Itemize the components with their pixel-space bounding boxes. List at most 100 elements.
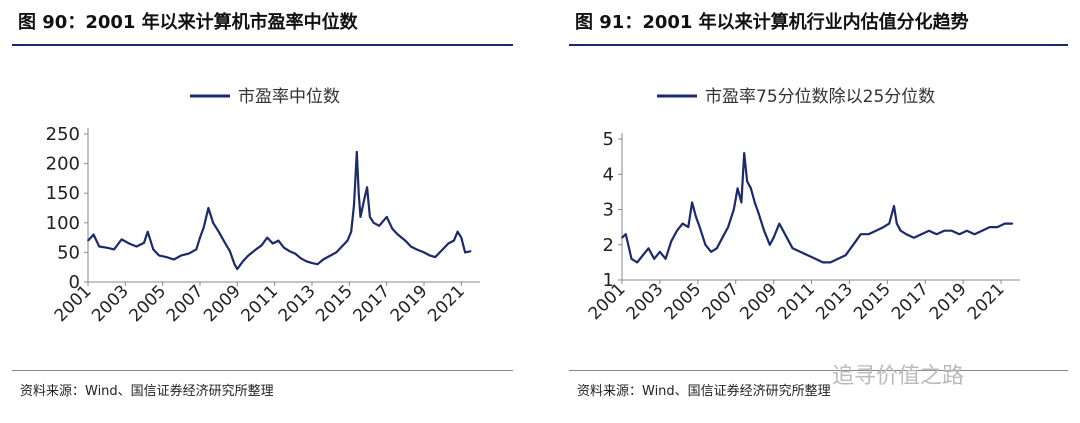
data-point [981, 229, 983, 232]
data-point [180, 254, 183, 257]
data-point [715, 247, 718, 250]
data-point [647, 247, 650, 250]
y-tick-label: 3 [603, 200, 614, 221]
watermark-text: 追寻价值之路 [832, 364, 965, 389]
x-tick-label: 2019 [926, 279, 971, 324]
legend-label: 市盈率中位数 [238, 87, 340, 107]
x-tick-label: 2005 [125, 281, 170, 326]
data-point [207, 207, 210, 209]
data-point [283, 246, 285, 249]
data-point [769, 243, 771, 246]
data-point [784, 233, 786, 235]
data-point [316, 263, 319, 266]
data-point [727, 226, 729, 228]
data-point [791, 247, 794, 250]
data-point [428, 254, 431, 257]
data-point [743, 152, 746, 154]
data-point [460, 236, 463, 239]
data-point [799, 251, 801, 253]
data-point [996, 226, 999, 228]
data-point [236, 268, 239, 270]
data-point [105, 246, 108, 249]
data-point [415, 248, 418, 251]
data-point [353, 204, 355, 206]
x-tick-label: 2015 [312, 281, 357, 326]
data-point [441, 248, 444, 251]
data-point [229, 250, 231, 253]
data-point [624, 233, 627, 235]
data-point [1011, 222, 1014, 225]
data-point [860, 233, 862, 235]
data-point [391, 227, 394, 230]
data-point [829, 261, 832, 264]
data-point [305, 260, 308, 263]
data-point [822, 261, 824, 264]
data-point [698, 226, 701, 228]
data-point [372, 222, 375, 224]
data-point [152, 248, 155, 251]
right-chart-panel: 图 91：2001 年以来计算机行业内估值分化趋势 市盈率75分位数除以25分位… [557, 0, 1080, 423]
data-point [943, 229, 945, 232]
x-tick-label: 2011 [237, 281, 282, 326]
left-chart-svg: 市盈率中位数0501001502002502001200320052007200… [46, 87, 480, 326]
data-point [736, 187, 739, 190]
y-tick-label: 100 [46, 213, 80, 234]
data-point [653, 258, 656, 260]
data-point [359, 216, 362, 218]
data-point [753, 201, 756, 204]
x-tick-label: 2021 [424, 281, 469, 326]
data-point [277, 239, 280, 242]
x-tick-label: 2015 [850, 279, 895, 324]
y-tick-label: 50 [57, 242, 80, 263]
data-point [223, 240, 226, 243]
x-tick-label: 2007 [699, 279, 744, 324]
data-point [806, 254, 809, 257]
legend: 市盈率75分位数除以25分位数 [657, 87, 935, 107]
data-point [905, 233, 908, 235]
data-point [772, 236, 775, 239]
data-point [888, 222, 891, 225]
y-tick-label: 250 [46, 124, 80, 145]
data-point [469, 250, 472, 253]
left-title-rule [12, 44, 513, 46]
data-point [642, 254, 644, 257]
data-point [958, 233, 961, 235]
data-point [913, 236, 915, 239]
data-point [98, 245, 100, 248]
x-tick-label: 2013 [275, 281, 320, 326]
data-point [704, 243, 707, 246]
x-tick-label: 2011 [774, 279, 819, 324]
legend-label: 市盈率75分位数除以25分位数 [705, 87, 935, 107]
data-point [242, 260, 244, 263]
data-point [988, 226, 991, 228]
x-tick-label: 2009 [736, 279, 781, 324]
data-point [659, 251, 661, 253]
x-tick-label: 2005 [661, 279, 706, 324]
data-point [757, 212, 760, 214]
y-tick-label: 200 [46, 154, 80, 175]
data-point [636, 261, 638, 264]
data-point [329, 254, 332, 257]
data-point [202, 226, 205, 229]
data-point [920, 233, 923, 235]
series-line [621, 151, 1013, 264]
data-point [92, 233, 95, 236]
data-point [687, 226, 690, 228]
data-point [844, 254, 847, 257]
data-point [173, 258, 175, 261]
right-chart-svg: 市盈率75分位数除以25分位数1234520012003200520072009… [585, 87, 1020, 324]
data-point [288, 250, 291, 253]
data-point [357, 192, 360, 194]
data-point [335, 251, 338, 254]
data-point [266, 236, 269, 239]
data-point [1004, 222, 1006, 225]
data-point [710, 251, 712, 253]
data-point [670, 240, 673, 243]
data-point [260, 244, 263, 247]
data-point [233, 263, 236, 266]
data-point [188, 252, 190, 255]
data-point [397, 233, 399, 236]
data-point [763, 229, 765, 232]
data-point [346, 239, 349, 242]
data-point [928, 229, 930, 232]
